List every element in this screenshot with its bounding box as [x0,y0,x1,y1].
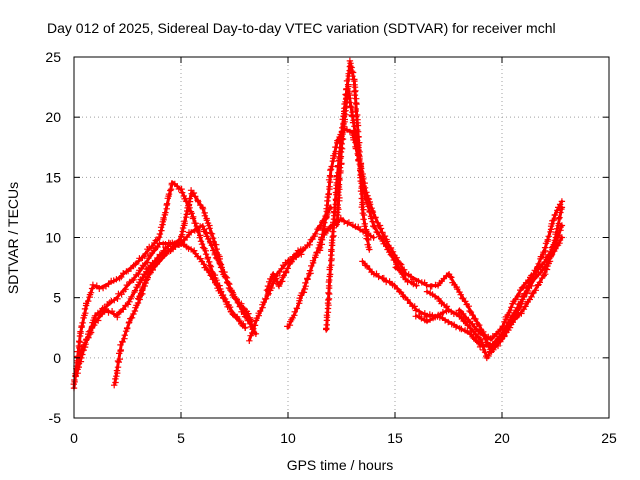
data-series [70,180,249,392]
series-plus-markers [70,180,249,392]
data-series [359,258,452,321]
data-series [111,187,260,389]
data-series [333,83,409,277]
series-plus-markers [263,246,304,294]
data-series [263,246,304,294]
y-tick-label: 20 [45,109,61,125]
series-plus-markers [72,239,249,380]
y-tick-label: 25 [45,49,61,65]
chart-title: Day 012 of 2025, Sidereal Day-to-day VTE… [47,20,556,36]
y-axis-label: SDTVAR / TECUs [5,182,21,294]
x-tick-label: 5 [177,430,185,446]
series-line [414,205,564,348]
series-plus-markers [135,223,255,325]
x-tick-label: 25 [601,430,617,446]
y-tick-label: 5 [53,290,61,306]
y-tick-label: -5 [49,410,62,426]
x-tick-label: 0 [70,430,78,446]
series-plus-markers [111,187,260,389]
y-tick-label: 10 [45,230,61,246]
series-plus-markers [333,83,409,277]
data-series [135,223,255,325]
x-axis-label: GPS time / hours [287,457,394,473]
series-plus-markers [359,258,452,321]
y-tick-label: 0 [53,350,61,366]
y-tick-label: 15 [45,169,61,185]
x-tick-label: 10 [280,430,296,446]
axis-ticks: 0 5 10 15 20 25 -5 0 5 10 15 20 25 [45,49,617,446]
data-series [412,204,566,351]
x-tick-label: 15 [387,430,403,446]
series-layer [70,57,566,392]
series-plus-markers [412,204,566,351]
x-tick-label: 20 [494,430,510,446]
